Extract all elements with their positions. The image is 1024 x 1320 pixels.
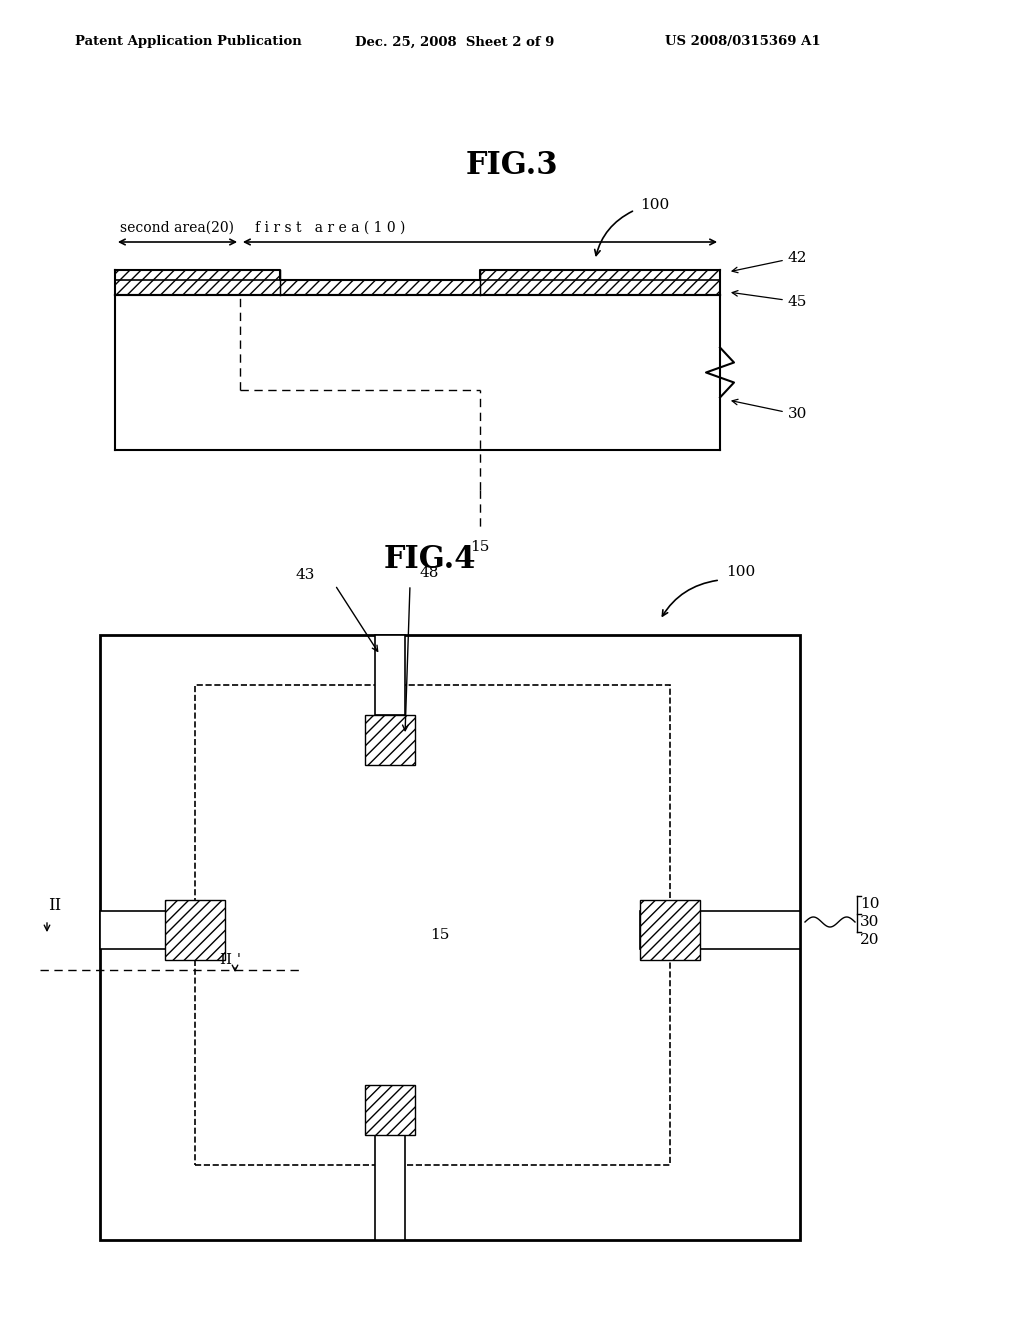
Bar	[375, 635, 406, 715]
Text: US 2008/0315369 A1: US 2008/0315369 A1	[665, 36, 820, 49]
Text: second area(20): second area(20)	[120, 220, 234, 235]
Polygon shape	[480, 271, 720, 294]
Text: 30: 30	[860, 915, 880, 929]
Text: 100: 100	[726, 565, 756, 579]
Text: FIG.3: FIG.3	[466, 149, 558, 181]
Bar	[100, 635, 800, 1239]
Bar	[365, 1085, 415, 1135]
Text: 10: 10	[860, 898, 880, 911]
Text: f i r s t   a r e a ( 1 0 ): f i r s t a r e a ( 1 0 )	[255, 220, 406, 235]
Text: II ': II '	[220, 953, 241, 968]
Text: 43: 43	[295, 568, 314, 582]
Text: 45: 45	[788, 294, 807, 309]
Bar	[640, 900, 700, 960]
Bar	[365, 715, 415, 766]
Bar	[640, 911, 800, 949]
Text: Patent Application Publication: Patent Application Publication	[75, 36, 302, 49]
Text: 15: 15	[430, 928, 450, 942]
Text: II: II	[48, 896, 61, 913]
Bar	[165, 900, 225, 960]
Bar	[100, 911, 225, 949]
Polygon shape	[280, 280, 480, 294]
Text: 15: 15	[470, 540, 489, 554]
Text: 100: 100	[640, 198, 670, 213]
Bar	[375, 1135, 406, 1239]
Text: Dec. 25, 2008  Sheet 2 of 9: Dec. 25, 2008 Sheet 2 of 9	[355, 36, 554, 49]
Text: 30: 30	[788, 407, 807, 421]
Text: 20: 20	[860, 933, 880, 946]
Text: FIG.4: FIG.4	[384, 544, 476, 576]
Polygon shape	[115, 271, 280, 294]
Text: 42: 42	[788, 251, 808, 265]
Text: 48: 48	[420, 566, 439, 579]
Bar	[195, 685, 670, 1166]
